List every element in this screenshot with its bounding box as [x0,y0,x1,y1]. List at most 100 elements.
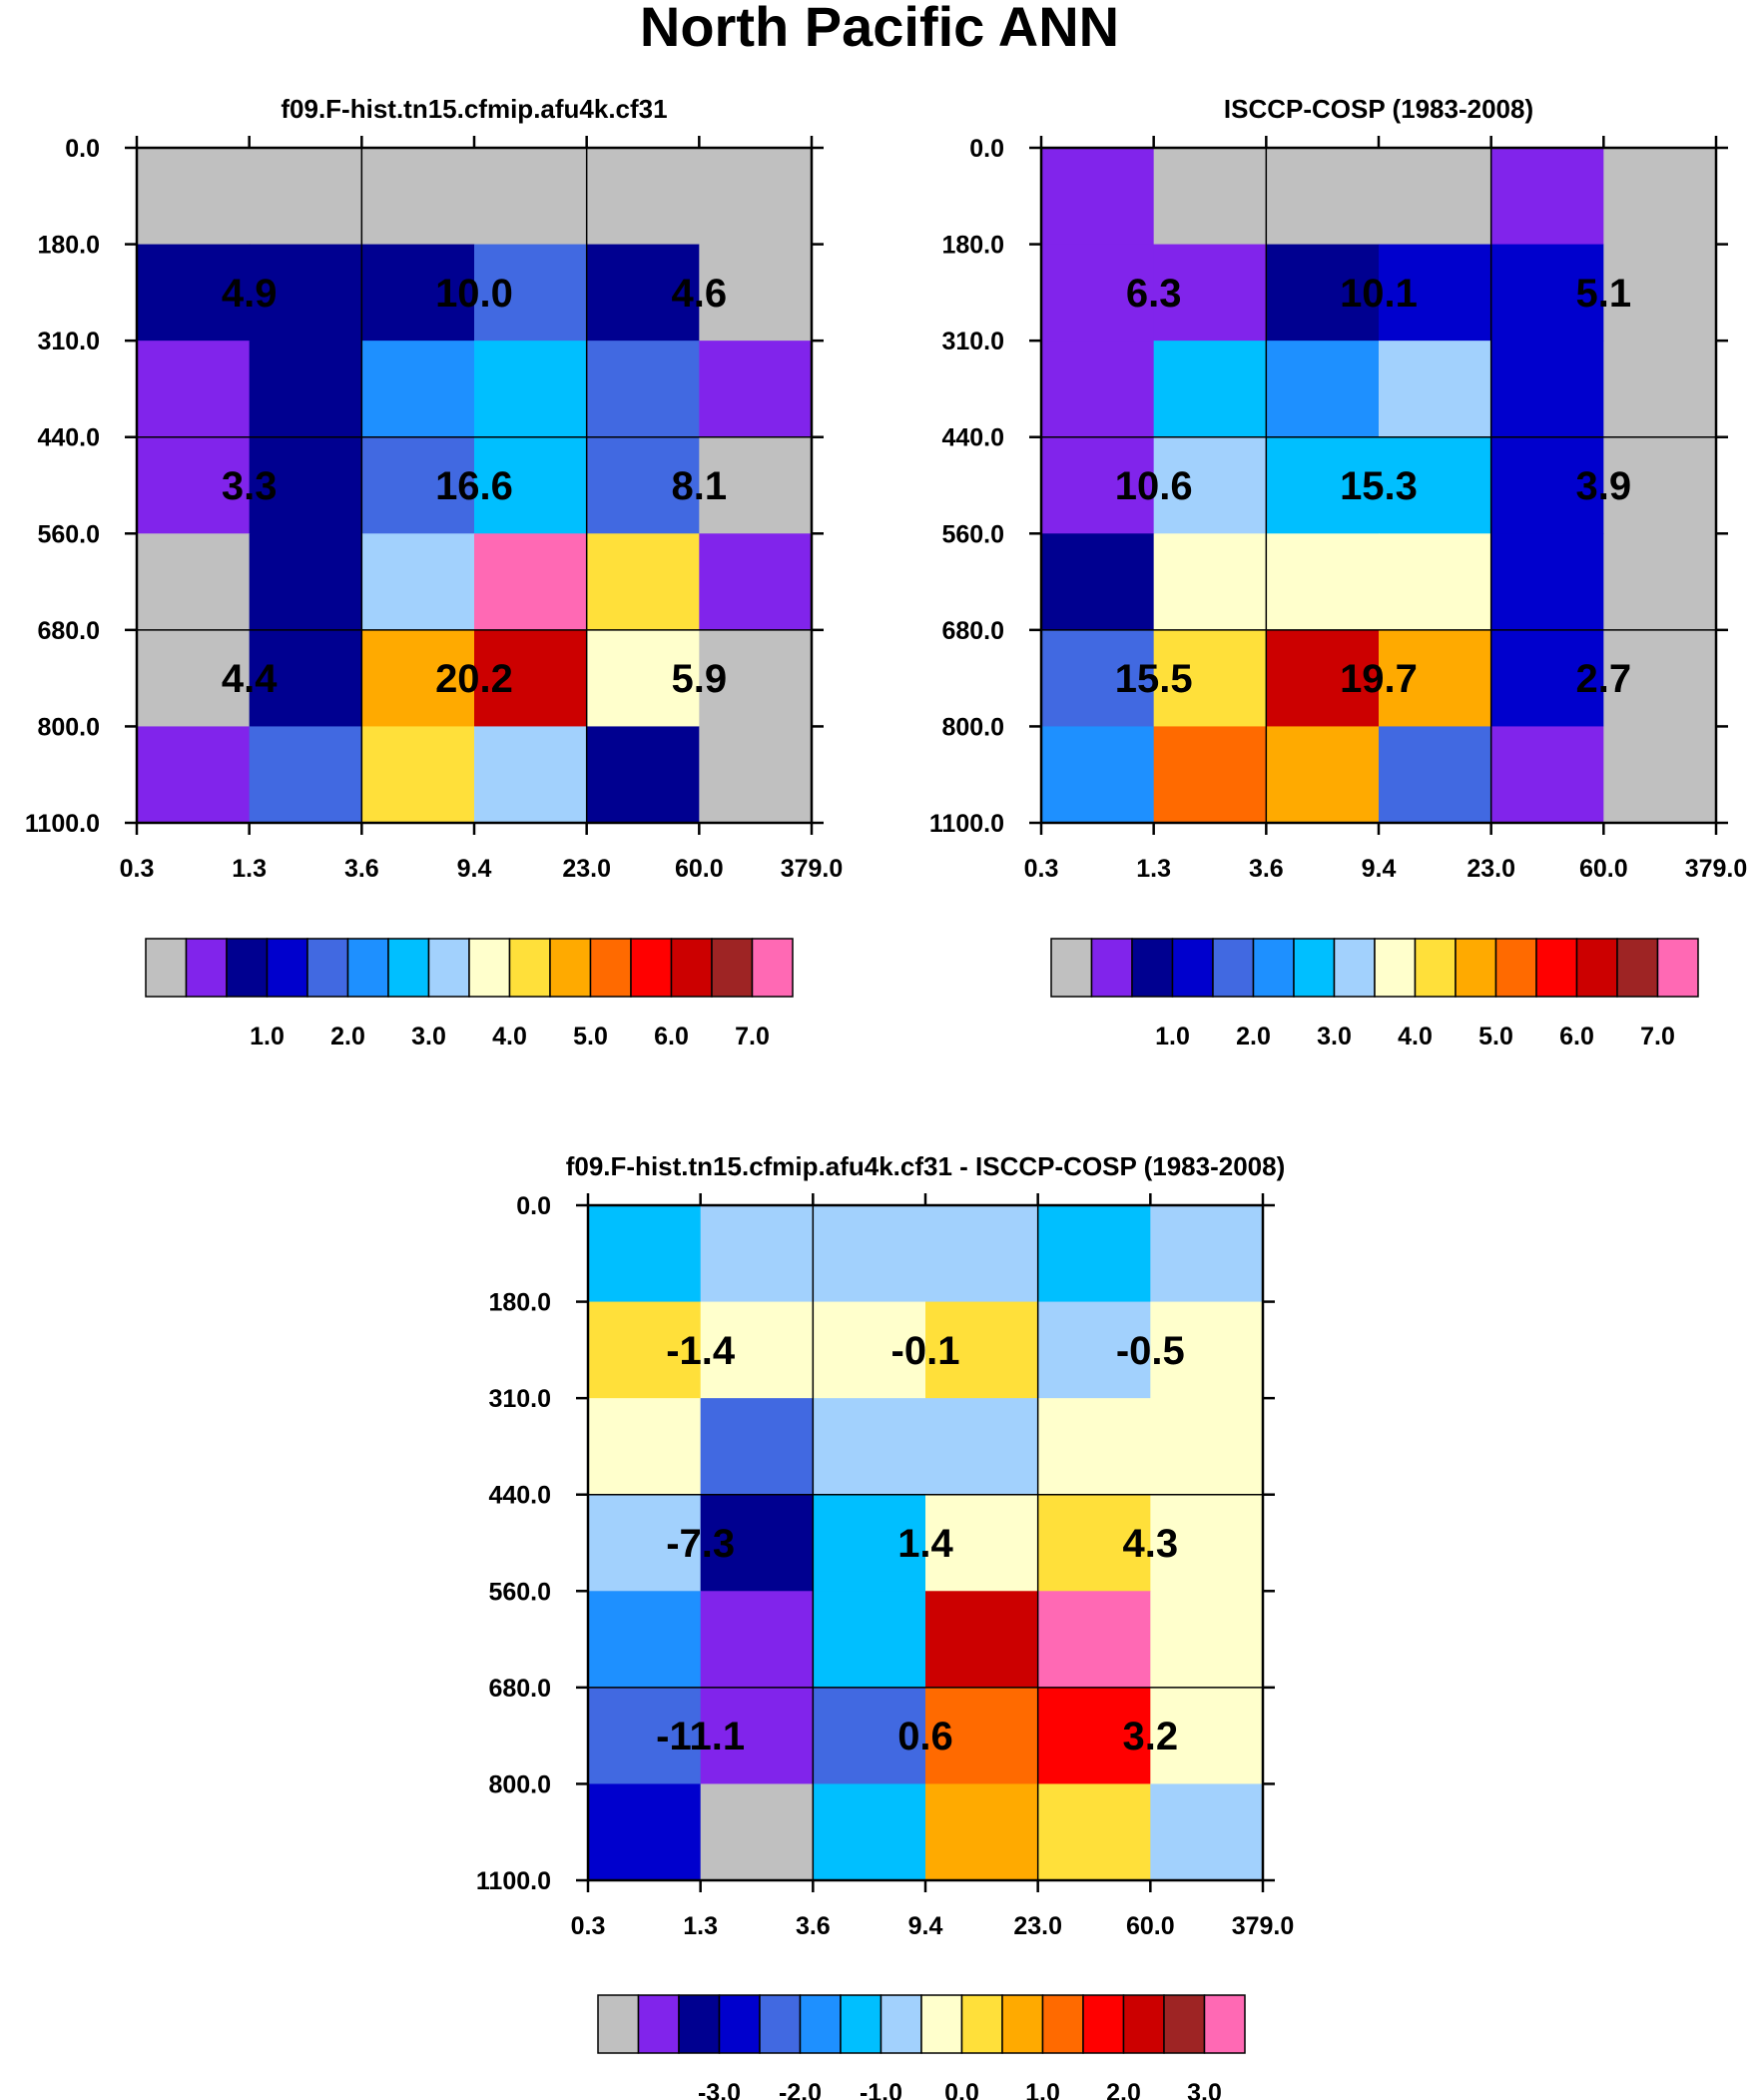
heatmap-cell [1041,629,1155,728]
colorbar-swatch [1293,938,1336,998]
heatmap-cell [1490,533,1604,631]
heatmap-cell [1153,533,1267,631]
heatmap-cell [474,436,588,534]
colorbar-swatch [266,938,308,998]
cell-value-label: 3.3 [222,464,278,508]
colorbar-swatch [630,938,673,998]
heatmap-cell [925,1301,1039,1399]
colorbar-swatch [427,938,470,998]
colorbar-swatch [1333,938,1376,998]
heatmap-cell [1153,436,1267,534]
heatmap-cell [586,726,700,824]
y-tick-label: 440.0 [941,424,1004,452]
colorbar-swatch [1212,938,1255,998]
heatmap-cell [1037,1205,1151,1303]
heatmap-cell [813,1494,926,1592]
heatmap-cell [588,1301,702,1399]
heatmap-cell [1150,1687,1264,1785]
heatmap-cell [1153,341,1267,438]
heatmap-cell [1603,629,1717,728]
cell-value-label: -1.4 [666,1329,736,1373]
heatmap-cell [1153,629,1267,728]
heatmap-cell [249,436,362,534]
heatmap-cell [1603,148,1717,246]
cell-value-label: 5.1 [1576,272,1632,316]
cell-value-label: 0.6 [897,1715,953,1758]
heatmap-cell [1490,341,1604,438]
heatmap-cell [1266,629,1380,728]
colorbar-swatch [1171,938,1214,998]
colorbar-swatch [960,1994,1003,2054]
heatmap-cell [1153,726,1267,824]
heatmap-cell [1150,1494,1264,1592]
y-tick-label: 440.0 [488,1482,551,1510]
colorbar-swatch [751,938,794,998]
cell-value-label: 1.4 [897,1522,953,1566]
heatmap-cell [588,1591,702,1689]
panel-title: ISCCP-COSP (1983-2008) [1224,94,1533,124]
colorbar-swatch [799,1994,842,2054]
heatmap-cell [1603,726,1717,824]
heatmap-cell [1379,341,1492,438]
y-tick-label: 440.0 [37,424,100,452]
heatmap-cell [588,1494,702,1592]
cell-value-label: 10.1 [1340,272,1418,316]
cell-value-label: 10.0 [435,272,513,316]
heatmap-cell [1037,1301,1151,1399]
heatmap-panel-2: ISCCP-COSP (1983-2008) 0.0 180.0 310.0 440.0… [929,94,1747,1050]
heatmap-cell [361,148,475,246]
heatmap-cell [249,629,362,728]
heatmap-cell [1379,244,1492,342]
colorbar-label: 2.0 [330,1023,365,1050]
colorbar-label: 5.0 [573,1023,608,1050]
y-tick-label: 180.0 [37,232,100,260]
cell-value-label: 10.6 [1115,464,1193,508]
colorbar-label: -1.0 [860,2079,902,2100]
heatmap-cell [699,148,813,246]
heatmap-cell [588,1398,702,1496]
y-tick-label: 680.0 [941,617,1004,645]
colorbar-swatch [346,938,389,998]
heatmap-cell [700,1687,814,1785]
colorbar-label: -2.0 [779,2079,822,2100]
heatmap-cell [699,244,813,342]
heatmap-cell [137,244,251,342]
x-tick-label: 23.0 [1013,1912,1062,1940]
heatmap-cell [474,533,588,631]
y-tick-label: 680.0 [488,1675,551,1703]
heatmap-cell [1379,148,1492,246]
colorbar-label: 1.0 [1155,1023,1190,1050]
heatmap-cell [1490,244,1604,342]
heatmap-cell [1041,244,1155,342]
x-tick-label: 3.6 [1249,855,1284,883]
colorbar-swatch [597,1994,640,2054]
y-tick-label: 310.0 [488,1385,551,1413]
colorbar-swatch [1494,938,1537,998]
y-tick-label: 180.0 [488,1289,551,1317]
heatmap-cell [1037,1591,1151,1689]
x-tick-label: 9.4 [908,1912,943,1940]
y-tick-label: 560.0 [37,520,100,548]
x-tick-label: 23.0 [1467,855,1515,883]
heatmap-cell [925,1494,1039,1592]
y-tick-label: 560.0 [488,1578,551,1606]
colorbar-swatch [920,1994,963,2054]
colorbar-label: 2.0 [1106,2079,1141,2100]
colorbar-swatch [1050,938,1093,998]
cell-value-label: 15.5 [1115,657,1193,701]
heatmap-cell [474,629,588,728]
heatmap-cell [1041,533,1155,631]
y-tick-label: 1100.0 [25,810,100,838]
colorbar-swatch [1616,938,1659,998]
colorbar-label: 7.0 [735,1023,770,1050]
y-tick-label: 180.0 [941,232,1004,260]
heatmap-cell [1603,244,1717,342]
heatmap-cell [1603,436,1717,534]
cell-value-label: 4.4 [222,657,278,701]
colorbar-swatch [1414,938,1457,998]
cell-value-label: 8.1 [672,464,728,508]
colorbar-label: 6.0 [1559,1023,1594,1050]
x-tick-label: 379.0 [1685,855,1748,883]
heatmap-cell [474,726,588,824]
heatmap-cell [1150,1301,1264,1399]
